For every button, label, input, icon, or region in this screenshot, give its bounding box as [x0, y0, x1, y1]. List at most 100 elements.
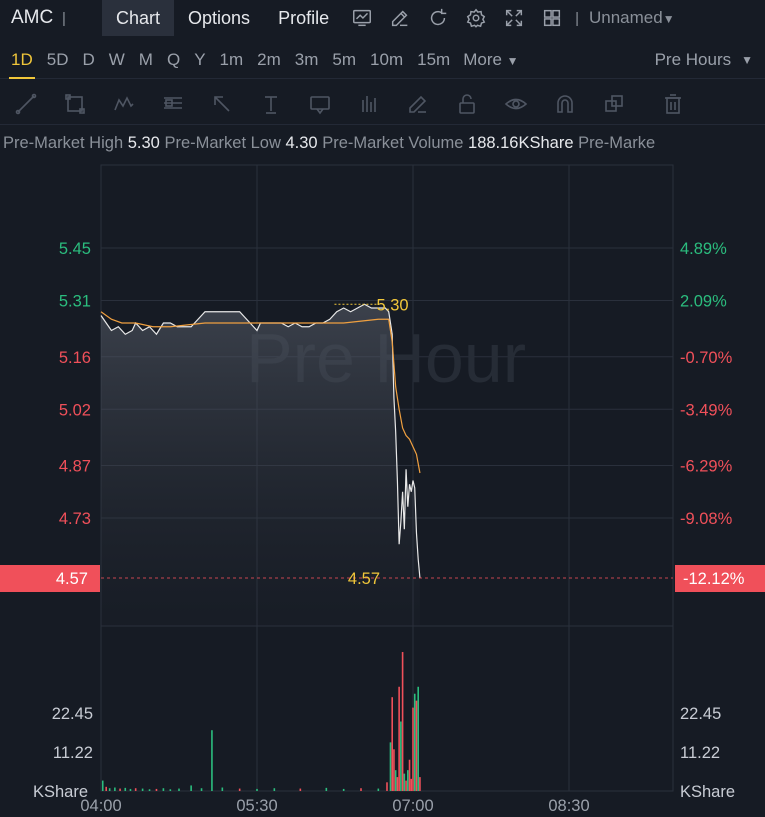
chevron-down-icon: ▼ [662, 12, 675, 26]
more-label: More [463, 49, 502, 69]
volume-bar [403, 773, 406, 791]
period-m[interactable]: M [138, 49, 153, 69]
volume-bar [256, 788, 258, 791]
price-line [100, 303, 421, 579]
volume-tick-label-right: 22.45 [680, 705, 721, 723]
volume-bar [178, 788, 180, 791]
price-tick-label: 5.16 [59, 349, 91, 367]
arrow-icon[interactable] [210, 83, 259, 125]
rectangle-icon[interactable] [63, 83, 112, 125]
period-q[interactable]: Q [166, 49, 181, 69]
period-1d[interactable]: 1D [4, 41, 40, 79]
price-tick-label: 4.73 [59, 510, 91, 528]
more-periods-dropdown[interactable]: More ▼ [457, 50, 518, 70]
price-tick-label: 4.87 [59, 458, 91, 476]
volume-bar [129, 788, 132, 791]
price-chart[interactable]: Pre Hour 5.304.57 5.455.315.165.024.874.… [0, 160, 765, 817]
high-marker-label: 5.30 [376, 296, 408, 314]
period-d[interactable]: D [82, 49, 95, 69]
brush-icon[interactable] [406, 83, 455, 125]
fibonacci-icon[interactable] [161, 83, 210, 125]
session-label: Pre Hours [654, 50, 732, 69]
volume-bar [407, 770, 409, 791]
volume-bar [410, 778, 413, 791]
period-y[interactable]: Y [194, 49, 206, 69]
refresh-icon[interactable] [419, 0, 457, 36]
period-1m[interactable]: 1m [219, 49, 244, 69]
volume-bar [211, 730, 213, 791]
period-w[interactable]: W [108, 49, 125, 69]
copy-icon[interactable] [602, 83, 651, 125]
tab-profile[interactable]: Profile [264, 0, 343, 36]
time-tick-label: 04:00 [80, 797, 121, 815]
trash-icon[interactable] [661, 83, 710, 125]
text-icon[interactable] [259, 83, 308, 125]
volume-bar [401, 652, 404, 791]
separator: | [575, 9, 579, 27]
drawing-toolbar [0, 83, 765, 125]
volume-bars [101, 652, 421, 791]
time-tick-label: 07:00 [392, 797, 433, 815]
tab-label: Options [188, 7, 251, 28]
period-2m[interactable]: 2m [257, 49, 281, 69]
ticker-symbol: AMC [11, 7, 54, 28]
volume-bar [190, 785, 192, 791]
eye-icon[interactable] [504, 83, 553, 125]
tab-options[interactable]: Options [174, 0, 264, 36]
price-tick-label: 5.02 [59, 401, 91, 419]
volume-bar [119, 788, 121, 791]
premarket-stats: Pre-Market High 5.30 Pre-Market Low 4.30… [3, 134, 765, 153]
percent-tick-label: 2.09% [680, 293, 727, 311]
volume-bar [412, 707, 414, 791]
magnet-icon[interactable] [553, 83, 602, 125]
percent-tick-label: -9.08% [680, 510, 733, 528]
volume-bar [124, 787, 127, 791]
volume-bar [394, 770, 397, 791]
premarket-volume-value: 188.16KShare [468, 134, 574, 152]
note-icon[interactable] [308, 83, 357, 125]
period-15m[interactable]: 15m [417, 49, 451, 69]
volume-bar [200, 788, 203, 791]
volume-bar [101, 780, 104, 791]
period-5m[interactable]: 5m [332, 49, 357, 69]
premarket-high-value: 5.30 [127, 134, 160, 152]
volume-bar [148, 789, 151, 791]
volume-bar [400, 721, 402, 791]
measure-icon[interactable] [357, 83, 406, 125]
current-percent-label: -12.12% [683, 570, 745, 588]
premarket-trailing-label: Pre-Marke [578, 134, 656, 152]
average-price-line [100, 311, 421, 474]
volume-bar [413, 693, 416, 791]
volume-bar [325, 787, 328, 791]
premarket-high-label: Pre-Market High [3, 134, 124, 152]
chart-type-icon[interactable] [343, 0, 381, 36]
axis-labels: 5.45 5.31 5.16 5.02 4.87 4.73 4.89% 2.09% -0.70%… [0, 240, 765, 815]
volume-bar [162, 788, 165, 791]
volume-bar [405, 780, 407, 791]
volume-bar [360, 788, 362, 791]
tab-chart[interactable]: Chart [102, 0, 175, 36]
volume-unit-label: KShare [33, 783, 88, 801]
volume-bar [141, 788, 144, 791]
chevron-down-icon: ▼ [506, 53, 519, 68]
period-3m[interactable]: 3m [294, 49, 319, 69]
pattern-icon[interactable] [112, 83, 161, 125]
price-lines: 5.30 4.57 [100, 296, 673, 588]
fullscreen-icon[interactable] [495, 0, 533, 36]
session-dropdown[interactable]: Pre Hours ▼ [655, 41, 753, 79]
layout-name: Unnamed [589, 8, 663, 27]
volume-bar [377, 788, 380, 791]
trendline-icon[interactable] [14, 83, 63, 125]
settings-icon[interactable] [457, 0, 495, 36]
layout-grid-icon[interactable] [533, 0, 571, 36]
layout-name-dropdown[interactable]: Unnamed▼ [589, 8, 675, 28]
volume-bar [393, 749, 395, 791]
lock-icon[interactable] [455, 83, 504, 125]
draw-icon[interactable] [381, 0, 419, 36]
current-price-badge [0, 565, 100, 592]
period-5d[interactable]: 5D [46, 49, 69, 69]
period-10m[interactable]: 10m [370, 49, 404, 69]
price-area [101, 304, 420, 626]
volume-bar [169, 789, 172, 791]
volume-bar [419, 777, 421, 791]
